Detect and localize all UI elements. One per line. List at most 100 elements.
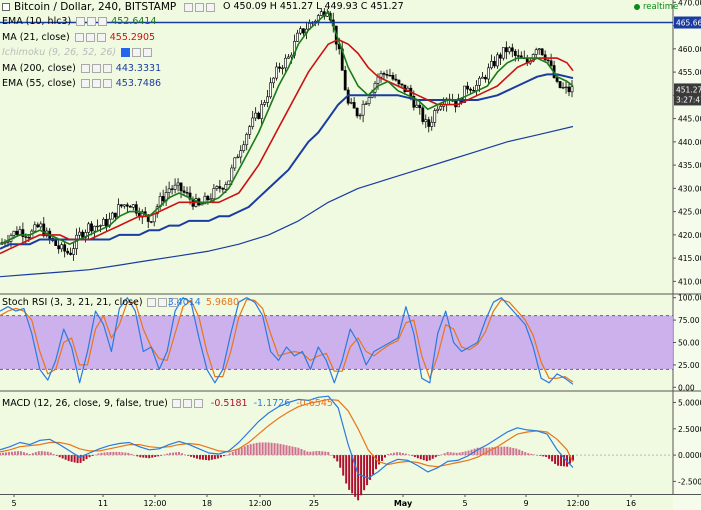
settings-icon[interactable] [157, 298, 167, 307]
collapse-icon[interactable] [2, 3, 10, 11]
macd-hist-bar [1, 452, 4, 456]
candle-body [415, 104, 419, 108]
settings-icon[interactable] [182, 399, 192, 408]
candle-body [287, 56, 290, 59]
price-tick-label: 460.00 [678, 45, 701, 54]
candle-body [182, 190, 186, 193]
price-tick-label: 435.00 [678, 161, 701, 170]
visibility-toggle-icon[interactable] [80, 63, 90, 73]
macd-hist-bar [70, 455, 73, 462]
realtime-label: realtime [643, 2, 679, 12]
close-icon[interactable] [102, 79, 112, 88]
stoch-tick-label: 50.00 [678, 339, 700, 348]
candle-body [358, 114, 362, 117]
close-icon[interactable] [168, 298, 178, 307]
macd-hist-bar [345, 455, 348, 484]
legend-row[interactable]: MA (200, close) 443.3331 [0, 62, 161, 75]
visibility-toggle-icon[interactable] [76, 17, 86, 26]
macd-hist-bar [100, 452, 103, 456]
candle-body [495, 54, 499, 67]
macd-hist-bar [85, 455, 88, 460]
macd-hist-bar [61, 455, 64, 459]
candle-body [146, 214, 150, 222]
legend-row[interactable]: MA (21, close) 455.2905 [0, 31, 155, 44]
macd-hist-bar [455, 452, 458, 456]
settings-icon[interactable] [91, 79, 101, 88]
macd-hist-bar [521, 450, 524, 456]
macd-hist-bar [7, 452, 10, 456]
visibility-toggle-icon[interactable] [146, 298, 156, 307]
macd-hist-bar [297, 447, 300, 456]
macd-hist-bar [231, 451, 234, 456]
candle-body [382, 73, 386, 75]
settings-icon[interactable] [91, 63, 101, 73]
candle-body [466, 85, 469, 90]
macd-hist-bar [37, 451, 40, 456]
macd-hist-bar [485, 447, 488, 456]
legend-row[interactable]: EMA (10, hlc3) 452.6414 [0, 15, 157, 28]
macd-hist-bar [222, 455, 225, 457]
macd-legend: MACD (12, 26, close, 9, false, true) -0.… [2, 397, 333, 410]
macd-hist-bar [327, 451, 330, 456]
macd-hist-bar [43, 451, 46, 456]
legend-row[interactable]: EMA (55, close) 453.7486 [0, 77, 161, 90]
macd-hist-bar [106, 452, 109, 456]
time-tick-label: 16 [626, 499, 636, 508]
price-tick-label: 470.00 [678, 0, 701, 7]
close-icon[interactable] [143, 48, 153, 57]
visibility-toggle-icon[interactable] [171, 399, 181, 408]
macd-hist-bar [270, 442, 273, 456]
macd-hist-bar [569, 455, 572, 464]
candle-body [430, 121, 434, 127]
settings-icon[interactable] [87, 17, 97, 26]
macd-tick-label: 0.0000 [678, 451, 701, 460]
candle-body [463, 85, 466, 103]
settings-icon[interactable] [132, 48, 142, 57]
candle-body [439, 106, 443, 110]
close-icon[interactable] [193, 399, 203, 408]
settings-icon[interactable] [195, 2, 205, 12]
candle-body [427, 119, 431, 127]
candle-body [239, 150, 243, 158]
visibility-toggle-icon[interactable] [80, 79, 90, 88]
time-tick-label: 5 [462, 499, 467, 508]
candle-body [570, 86, 574, 93]
macd-hist-bar [163, 454, 166, 456]
legend-label: MA (21, close) [2, 31, 70, 43]
settings-icon[interactable] [85, 32, 95, 42]
visibility-toggle-icon[interactable] [184, 2, 194, 12]
candle-body [284, 57, 287, 69]
close-icon[interactable] [206, 2, 216, 12]
price-tick-label: 425.00 [678, 208, 701, 217]
chart-title: Bitcoin / Dollar, 240, BITSTAMP [14, 1, 177, 13]
macd-hist-bar [333, 455, 336, 459]
macd-hist-bar [64, 455, 67, 460]
candle-body [472, 89, 475, 92]
close-icon[interactable] [98, 17, 108, 26]
candle-body [215, 186, 219, 189]
candle-body [105, 218, 108, 227]
close-icon[interactable] [102, 63, 112, 73]
legend-row[interactable]: Ichimoku (9, 26, 52, 26) [0, 46, 153, 59]
macd-hist-bar [225, 454, 228, 456]
macd-hist-bar [392, 452, 395, 456]
price-tick-label: 455.00 [678, 68, 701, 77]
candle-body [185, 192, 189, 194]
visibility-toggle-icon[interactable] [121, 48, 131, 57]
legend-value: 455.2905 [109, 31, 156, 43]
macd-hist-bar [181, 453, 184, 456]
price-tick-label: 430.00 [678, 184, 701, 193]
macd-hist-bar [404, 453, 407, 456]
candle-body [549, 60, 553, 66]
candle-body [63, 244, 67, 252]
candle-body [248, 126, 252, 135]
macd-hist-bar [554, 455, 557, 464]
macd-hist-bar [318, 450, 321, 456]
candle-body [149, 221, 153, 223]
macd-hist-bar [557, 455, 560, 466]
visibility-toggle-icon[interactable] [74, 32, 84, 42]
candle-body [412, 96, 416, 108]
close-icon[interactable] [96, 32, 106, 42]
